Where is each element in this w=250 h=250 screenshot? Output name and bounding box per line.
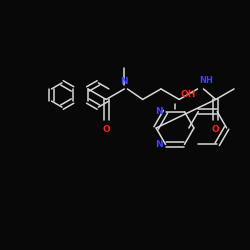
Text: NH: NH — [200, 76, 213, 85]
Text: O: O — [102, 126, 110, 134]
Text: OH: OH — [181, 90, 196, 99]
Text: O: O — [212, 126, 220, 134]
Text: N: N — [155, 107, 162, 116]
Text: N: N — [155, 140, 162, 149]
Text: N: N — [120, 77, 128, 86]
